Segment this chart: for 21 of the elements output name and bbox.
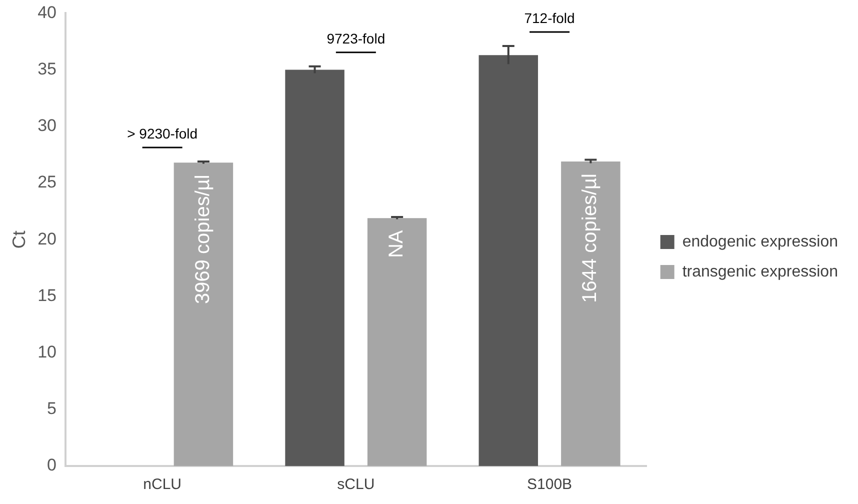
y-tick-label: 20 — [38, 229, 57, 248]
x-tick-label: S100B — [527, 476, 572, 494]
y-tick-label: 0 — [47, 456, 57, 475]
legend-label: endogenic expression — [682, 233, 838, 250]
y-tick-label: 5 — [47, 399, 57, 418]
y-axis-title: Ct — [8, 230, 29, 249]
x-tick-label: sCLU — [337, 476, 375, 494]
y-tick-label: 40 — [38, 2, 57, 22]
annotation: 3969 copies/µl — [192, 174, 214, 304]
legend-label: transgenic expression — [682, 263, 838, 280]
x-tick-label: nCLU — [143, 476, 182, 494]
annotation: 9723-fold — [326, 30, 386, 46]
y-tick-label: 25 — [38, 172, 57, 192]
annotation: NA — [386, 229, 408, 258]
annotation: 1644 copies/µl — [579, 173, 602, 303]
y-tick-label: 35 — [38, 59, 57, 78]
y-tick-label: 15 — [38, 286, 57, 305]
annotation: > 9230-fold — [127, 125, 198, 142]
y-tick-label: 10 — [38, 342, 57, 362]
y-tick-label: 30 — [38, 116, 57, 136]
annotation: 712-fold — [524, 10, 575, 26]
